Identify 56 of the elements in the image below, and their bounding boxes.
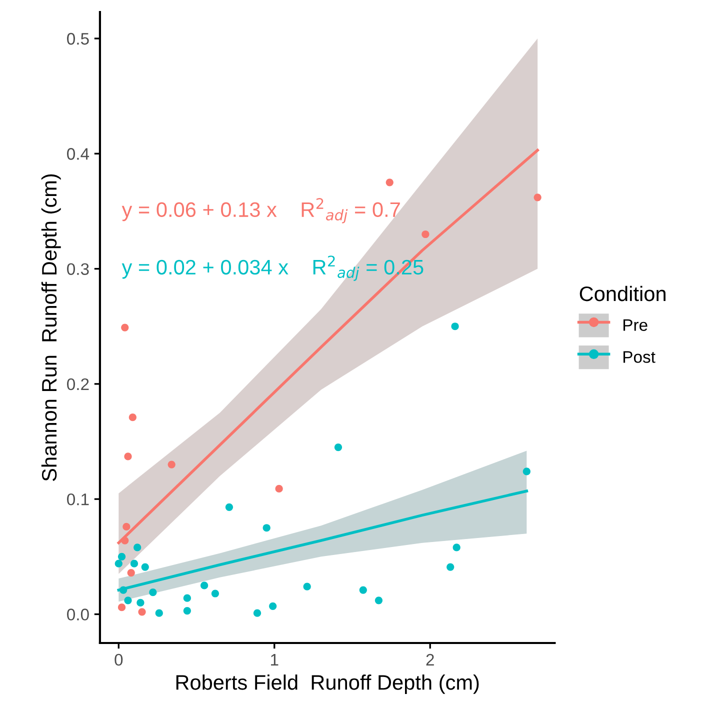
point (138, 608, 146, 616)
legend-label: Post (623, 351, 656, 363)
x-tick-label: 0 (114, 654, 123, 666)
point (121, 324, 129, 332)
x-tick-label: 2 (426, 654, 434, 666)
point (275, 484, 283, 493)
x-tick-label: 1 (271, 654, 278, 666)
x-axis-title: Roberts Field Runoff Depth (cm) (176, 674, 479, 694)
point (118, 604, 126, 612)
point (128, 414, 136, 422)
annotation: y = 0.02 + 0.034 x R$^{2}$$_{adj}$ = 0.25 (122, 256, 424, 281)
point (446, 563, 454, 571)
point (211, 590, 220, 598)
point (155, 609, 163, 617)
y-tick-label: 0.1 (67, 493, 89, 506)
point (451, 322, 459, 330)
point (269, 602, 277, 610)
point (303, 582, 311, 590)
point (183, 606, 191, 615)
y-axis-title: Shannon Run Runoff Depth (cm) (41, 174, 61, 481)
point (183, 594, 191, 602)
point (121, 536, 129, 544)
point (534, 194, 542, 202)
y-tick-label: 0.4 (67, 148, 90, 160)
y-tick-label: 0.0 (67, 608, 89, 620)
legend-title: Condition (580, 286, 666, 302)
point (522, 468, 530, 476)
point (253, 609, 262, 617)
point (334, 443, 342, 452)
point (374, 596, 383, 604)
point (452, 544, 460, 552)
point (124, 596, 132, 604)
legend-label: Pre (623, 319, 648, 331)
point (120, 586, 128, 594)
point (168, 460, 176, 468)
point (200, 582, 208, 590)
point (118, 552, 126, 560)
point (262, 524, 270, 532)
y-tick-label: 0.3 (67, 263, 89, 275)
line-series (117, 148, 539, 544)
point (136, 598, 144, 607)
point (386, 178, 394, 186)
y-tick-label: 0.2 (67, 378, 89, 390)
annotation: y = 0.06 + 0.13 x R$^{2}$$_{adj}$ = 0.7 (122, 198, 400, 224)
point (134, 544, 142, 552)
point (130, 560, 138, 568)
point (141, 563, 149, 571)
point (114, 560, 122, 568)
point (124, 452, 132, 460)
point (122, 522, 130, 531)
point (127, 568, 135, 577)
point (149, 588, 157, 596)
point (225, 503, 234, 511)
point (422, 230, 430, 238)
point (359, 586, 367, 594)
y-tick-label: 0.5 (67, 32, 89, 45)
